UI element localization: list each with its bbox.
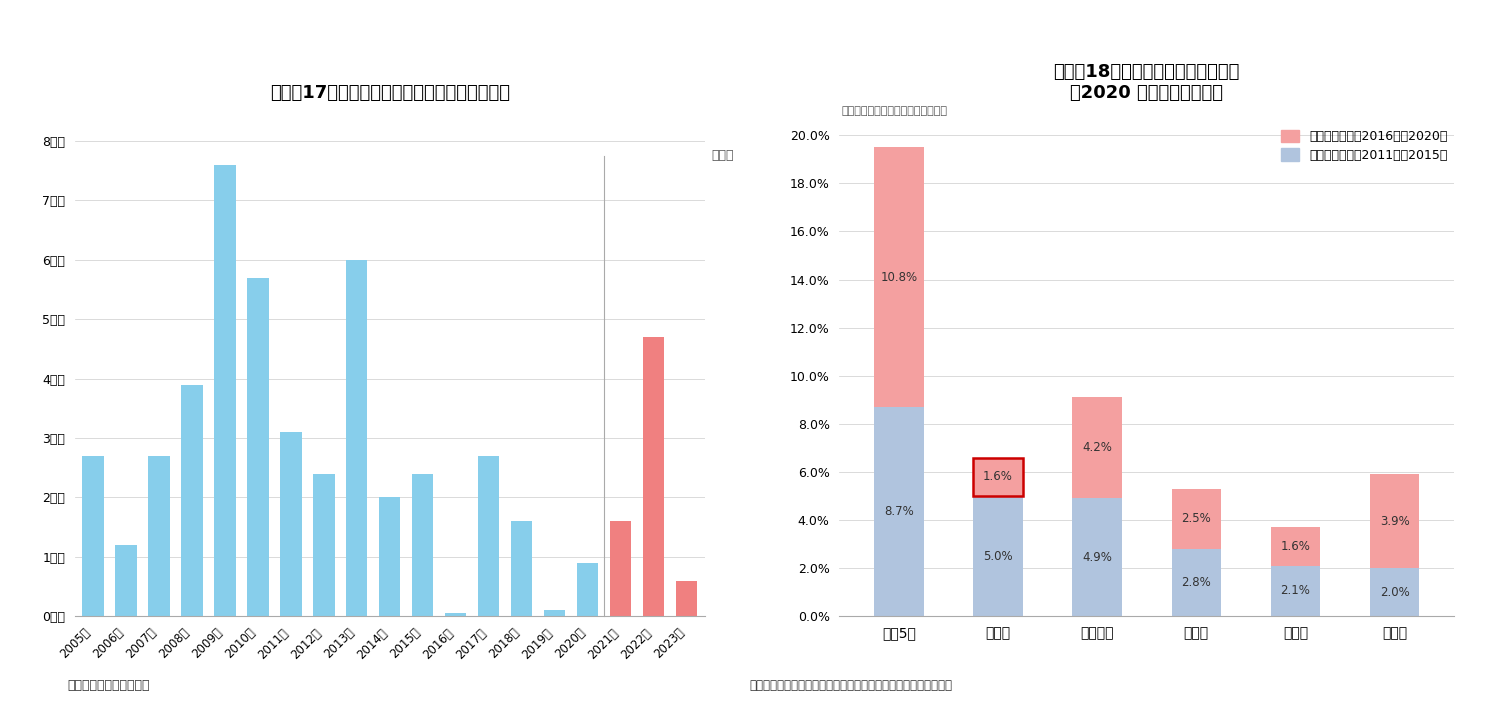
Text: （新規供給面積合計・ストック比）: （新規供給面積合計・ストック比）: [841, 106, 947, 116]
Bar: [643, 337, 664, 616]
Text: 5.0%: 5.0%: [983, 550, 1013, 563]
Text: （出所）三幸エステートのデータを基にニッセイ基礎研究所作成: （出所）三幸エステートのデータを基にニッセイ基礎研究所作成: [750, 679, 952, 692]
Bar: [1172, 549, 1222, 616]
Bar: [973, 496, 1022, 616]
Bar: [445, 613, 466, 616]
Text: 3.9%: 3.9%: [1379, 515, 1409, 528]
Text: 4.2%: 4.2%: [1082, 442, 1112, 455]
Bar: [478, 456, 499, 616]
Text: （出所）三幸エステート: （出所）三幸エステート: [67, 679, 150, 692]
Bar: [973, 457, 1022, 496]
Bar: [1072, 498, 1121, 616]
Title: 図表－17　大阪のオフィスビル新規供給見通し: 図表－17 大阪のオフィスビル新規供給見通し: [270, 84, 510, 102]
Text: 2.1%: 2.1%: [1280, 584, 1310, 597]
Bar: [214, 165, 235, 616]
Text: 2.8%: 2.8%: [1181, 576, 1211, 589]
Bar: [247, 278, 268, 616]
Bar: [874, 407, 923, 616]
Bar: [874, 147, 923, 407]
Text: 10.8%: 10.8%: [880, 270, 917, 283]
Bar: [412, 473, 433, 616]
Legend: 新規供給時期；2016年－2020年, 新規供給時期；2011年－2015年: 新規供給時期；2016年－2020年, 新規供給時期；2011年－2015年: [1280, 130, 1448, 162]
Bar: [82, 456, 103, 616]
Bar: [577, 563, 598, 616]
Bar: [379, 497, 400, 616]
Bar: [973, 457, 1022, 496]
Bar: [1271, 566, 1321, 616]
Text: 1.6%: 1.6%: [983, 471, 1013, 484]
Text: 2.0%: 2.0%: [1379, 586, 1409, 599]
Title: 図表－18　主要都市の新規供給動向
（2020 年ストック対比）: 図表－18 主要都市の新規供給動向 （2020 年ストック対比）: [1054, 64, 1240, 102]
Bar: [1370, 474, 1420, 568]
Bar: [181, 384, 202, 616]
Bar: [115, 545, 136, 616]
Bar: [1072, 397, 1121, 498]
Text: 8.7%: 8.7%: [884, 505, 914, 518]
Text: 見通し: 見通し: [711, 149, 733, 162]
Bar: [1370, 568, 1420, 616]
Bar: [148, 456, 169, 616]
Bar: [1172, 489, 1222, 549]
Bar: [610, 521, 631, 616]
Bar: [676, 581, 697, 616]
Bar: [280, 432, 301, 616]
Bar: [511, 521, 532, 616]
Bar: [313, 473, 334, 616]
Bar: [544, 610, 565, 616]
Text: 2.5%: 2.5%: [1181, 513, 1211, 526]
Text: 1.6%: 1.6%: [1280, 540, 1310, 553]
Bar: [1271, 527, 1321, 566]
Bar: [346, 260, 367, 616]
Text: 4.9%: 4.9%: [1082, 551, 1112, 564]
